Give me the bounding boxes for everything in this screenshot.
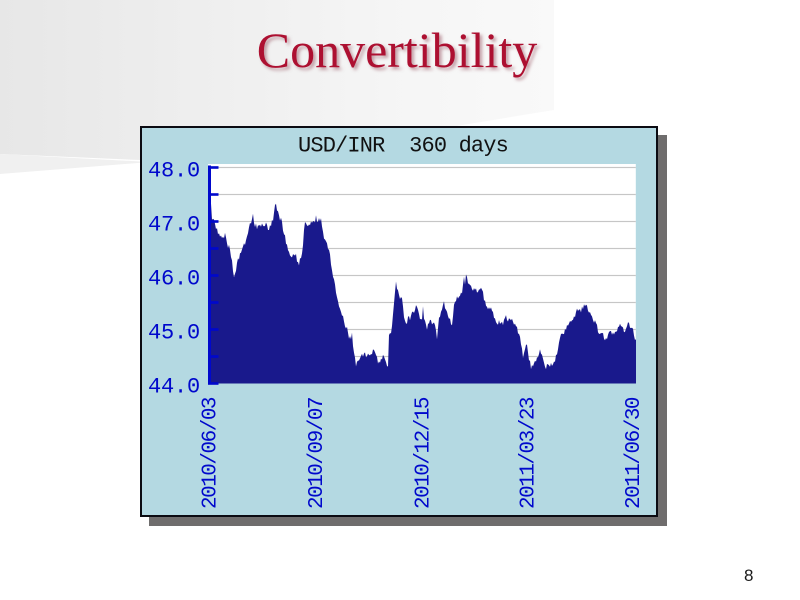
svg-text:46.0: 46.0 xyxy=(148,267,200,292)
svg-text:44.0: 44.0 xyxy=(148,375,200,400)
svg-text:2010/09/07: 2010/09/07 xyxy=(306,398,329,509)
svg-text:45.0: 45.0 xyxy=(148,321,200,346)
svg-text:2010/06/03: 2010/06/03 xyxy=(200,397,223,509)
svg-text:2011/03/23: 2011/03/23 xyxy=(518,397,541,509)
svg-text:USD/INR 360 days: USD/INR 360 days xyxy=(298,134,508,159)
svg-text:48.0: 48.0 xyxy=(148,159,200,184)
svg-text:2010/12/15: 2010/12/15 xyxy=(413,397,436,509)
svg-text:47.0: 47.0 xyxy=(148,213,200,238)
svg-text:2011/06/30: 2011/06/30 xyxy=(623,397,646,509)
